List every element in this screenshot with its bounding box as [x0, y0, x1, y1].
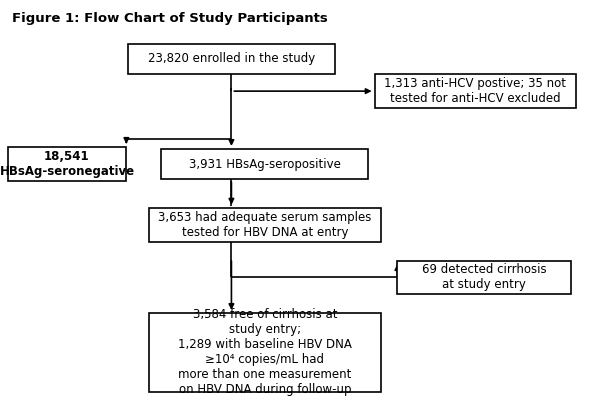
FancyBboxPatch shape [7, 147, 127, 181]
FancyBboxPatch shape [375, 74, 576, 108]
FancyBboxPatch shape [398, 261, 571, 294]
Text: 3,931 HBsAg-seropositive: 3,931 HBsAg-seropositive [189, 158, 341, 171]
FancyBboxPatch shape [161, 149, 368, 179]
Text: 18,541
HBsAg-seronegative: 18,541 HBsAg-seronegative [0, 150, 135, 178]
Text: 1,313 anti-HCV postive; 35 not
tested for anti-HCV excluded: 1,313 anti-HCV postive; 35 not tested fo… [384, 77, 566, 105]
FancyBboxPatch shape [128, 44, 335, 74]
FancyBboxPatch shape [149, 207, 381, 242]
Text: 3,584 free of cirrhosis at
study entry;
1,289 with baseline HBV DNA
≥10⁴ copies/: 3,584 free of cirrhosis at study entry; … [178, 308, 352, 396]
Text: 23,820 enrolled in the study: 23,820 enrolled in the study [148, 52, 315, 65]
Text: 69 detected cirrhosis
at study entry: 69 detected cirrhosis at study entry [422, 263, 546, 292]
FancyBboxPatch shape [149, 313, 381, 392]
Text: Figure 1: Flow Chart of Study Participants: Figure 1: Flow Chart of Study Participan… [12, 12, 328, 25]
Text: 3,653 had adequate serum samples
tested for HBV DNA at entry: 3,653 had adequate serum samples tested … [158, 211, 371, 239]
